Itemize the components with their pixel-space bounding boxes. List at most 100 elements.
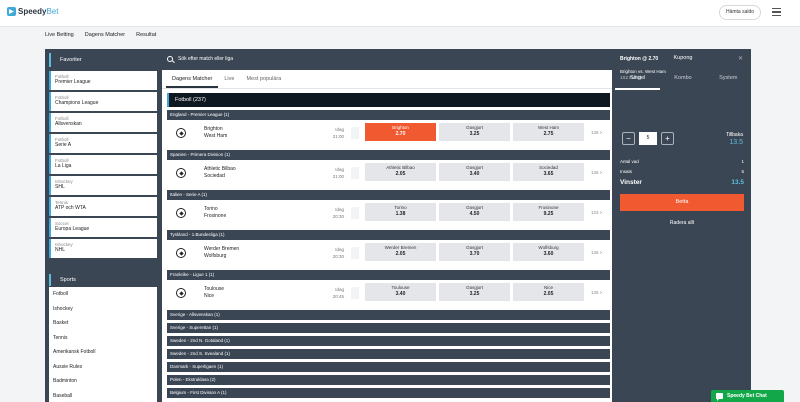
odds-button[interactable]: Brighton 2.70 xyxy=(365,123,436,141)
minus-button[interactable]: − xyxy=(622,132,635,145)
sport-header[interactable]: Fotboll (237) xyxy=(167,93,610,107)
odds-label: Werder Bremen xyxy=(384,245,417,250)
logo[interactable]: SpeedyBet xyxy=(7,7,58,16)
match-clock: 20:30 xyxy=(332,214,344,219)
tab-combo[interactable]: Kombo xyxy=(674,75,692,81)
sport-item[interactable]: Fotboll xyxy=(53,291,69,297)
match-teams[interactable]: Werder Bremen Wolfsburg xyxy=(204,246,239,260)
league-header[interactable]: Spanien - Primera Division (1) xyxy=(167,150,610,160)
home-team: Brighton xyxy=(204,126,223,132)
odds-button[interactable]: Wolfsburg 3.60 xyxy=(513,243,584,261)
nav-results[interactable]: Resultat xyxy=(136,32,157,38)
sport-item[interactable]: Aussie Rules xyxy=(53,363,83,370)
nav-live-betting[interactable]: Live Betting xyxy=(45,32,74,38)
favorite-item[interactable]: Ishockey NHL xyxy=(49,239,157,258)
stats-icon[interactable] xyxy=(351,287,359,299)
league-header[interactable]: Sweden - 2nd N. Gotaland (1) xyxy=(167,336,610,346)
favorite-name: ATP och WTA xyxy=(55,205,86,211)
league-header[interactable]: Italien - Serie A (1) xyxy=(167,190,610,200)
league-header[interactable]: Sverige - Allsvenskan (1) xyxy=(167,310,610,320)
favorite-item[interactable]: Ishockey SHL xyxy=(49,176,157,195)
favorite-item[interactable]: Fotboll Champions League xyxy=(49,92,157,111)
chat-button[interactable]: Speedy Bet Chat xyxy=(711,390,784,402)
odds-button[interactable]: Oavgjort 3.25 xyxy=(439,123,510,141)
search-input[interactable]: Sök efter match eller liga xyxy=(178,56,234,62)
favorite-name: Serie A xyxy=(55,142,72,148)
clear-all-button[interactable]: Radera allt xyxy=(669,220,695,226)
league-header[interactable]: Tyskland - 1.Bundesliga (1) xyxy=(167,230,610,240)
favorite-item[interactable]: Fotboll Premier League xyxy=(49,71,157,90)
favorite-item[interactable]: Fotboll Serie A xyxy=(49,134,157,153)
odds-button[interactable]: Werder Bremen 2.05 xyxy=(365,243,436,261)
odds-button[interactable]: Oavgjort 3.70 xyxy=(439,243,510,261)
fetch-balance-button[interactable]: Hämta saldo xyxy=(719,5,761,20)
more-markets-link[interactable]: 128 > xyxy=(591,130,603,135)
league-header[interactable]: Belgium - First Division A (1) xyxy=(167,388,610,398)
return-display: Tillbaka 13.5 xyxy=(719,132,743,147)
favorite-category: Fotboll xyxy=(55,116,69,121)
place-bet-button[interactable]: Betta xyxy=(620,194,744,211)
stats-icon[interactable] xyxy=(351,167,359,179)
stake-stepper: − 5 + xyxy=(620,132,676,145)
match-teams[interactable]: Torino Frosinone xyxy=(204,206,226,220)
stats-icon[interactable] xyxy=(351,127,359,139)
football-icon xyxy=(176,168,186,178)
match-teams[interactable]: Toulouse Nice xyxy=(204,286,224,300)
tab-live[interactable]: Live xyxy=(224,76,235,82)
matches-panel: Dagens Matcher Live Mest populära Fotbol… xyxy=(162,70,612,402)
favorite-name: Champions League xyxy=(55,100,99,106)
league-header[interactable]: Danmark - Superligaen (1) xyxy=(167,362,610,372)
stake-label: Insats xyxy=(620,169,633,174)
favorite-item[interactable]: Fotboll Allsvenskan xyxy=(49,113,157,132)
league-header[interactable]: England - Premier League (1) xyxy=(167,110,610,120)
league-header[interactable]: Sweden - 2nd S. Svealand (1) xyxy=(167,349,610,359)
sport-item[interactable]: Baseball xyxy=(53,392,73,399)
sport-item[interactable]: Basket xyxy=(53,320,69,326)
odds-button[interactable]: Torino 1.38 xyxy=(365,203,436,221)
odds-button[interactable]: West Ham 2.75 xyxy=(513,123,584,141)
odds-button[interactable]: Sociedad 3.65 xyxy=(513,163,584,181)
odds-button[interactable]: Toulouse 3.40 xyxy=(365,283,436,301)
more-markets-link[interactable]: 126 > xyxy=(591,250,603,255)
more-markets-link[interactable]: 125 > xyxy=(591,290,603,295)
match-teams[interactable]: Athletic Bilbao Sociedad xyxy=(204,166,236,180)
odds-value: 3.60 xyxy=(543,251,554,257)
favorite-item[interactable]: Soccer Europa League xyxy=(49,218,157,237)
odds-button[interactable]: Nice 2.05 xyxy=(513,283,584,301)
more-markets-link[interactable]: 126 > xyxy=(591,170,603,175)
bet-slip-title: Kupong xyxy=(673,55,693,61)
home-team: Torino xyxy=(204,206,218,212)
hamburger-menu-icon[interactable] xyxy=(772,8,781,16)
favorite-item[interactable]: Fotboll La Liga xyxy=(49,155,157,174)
stake-input[interactable]: 5 xyxy=(639,132,657,145)
stats-icon[interactable] xyxy=(351,247,359,259)
league-header[interactable]: Sverige - Superettan (1) xyxy=(167,323,610,333)
odds-button[interactable]: Oavgjort 3.40 xyxy=(439,163,510,181)
sport-item[interactable]: Amerikansk Fotboll xyxy=(53,349,96,355)
nav-todays-matches[interactable]: Dagens Matcher xyxy=(84,32,126,38)
odds-button[interactable]: Athletic Bilbao 2.05 xyxy=(365,163,436,181)
plus-button[interactable]: + xyxy=(661,132,674,145)
more-markets-link[interactable]: 123 > xyxy=(591,210,603,215)
league-header[interactable]: Polen - Ekstraklasa (2) xyxy=(167,375,610,385)
odds-button[interactable]: Oavgjort 3.25 xyxy=(439,283,510,301)
sport-item[interactable]: Badminton xyxy=(53,378,77,384)
favorite-item[interactable]: Tennis ATP och WTA xyxy=(49,197,157,216)
odds-value: 1.38 xyxy=(395,211,406,217)
bet-summary: Antal vad 1 Insats 5 Vinster 13.5 xyxy=(620,157,744,189)
odds-button[interactable]: Frosinone 9.25 xyxy=(513,203,584,221)
tab-system[interactable]: System xyxy=(719,75,738,81)
stats-icon[interactable] xyxy=(351,207,359,219)
tab-single[interactable]: Singel xyxy=(615,68,661,90)
tab-todays-matches[interactable]: Dagens Matcher xyxy=(166,70,219,88)
search-bar[interactable]: Sök efter match eller liga xyxy=(162,53,612,65)
tab-most-popular[interactable]: Mest populära xyxy=(246,76,282,82)
league-header[interactable]: Frankrike - Ligue 1 (1) xyxy=(167,270,610,280)
chat-icon xyxy=(716,393,723,399)
match-teams[interactable]: Brighton West Ham xyxy=(204,126,227,140)
sport-item[interactable]: Ishockey xyxy=(53,305,73,312)
close-icon[interactable]: ✕ xyxy=(738,56,744,62)
sport-item[interactable]: Tennis xyxy=(53,334,68,341)
match-tabs: Dagens Matcher Live Mest populära xyxy=(162,70,612,89)
odds-button[interactable]: Oavgjort 4.50 xyxy=(439,203,510,221)
